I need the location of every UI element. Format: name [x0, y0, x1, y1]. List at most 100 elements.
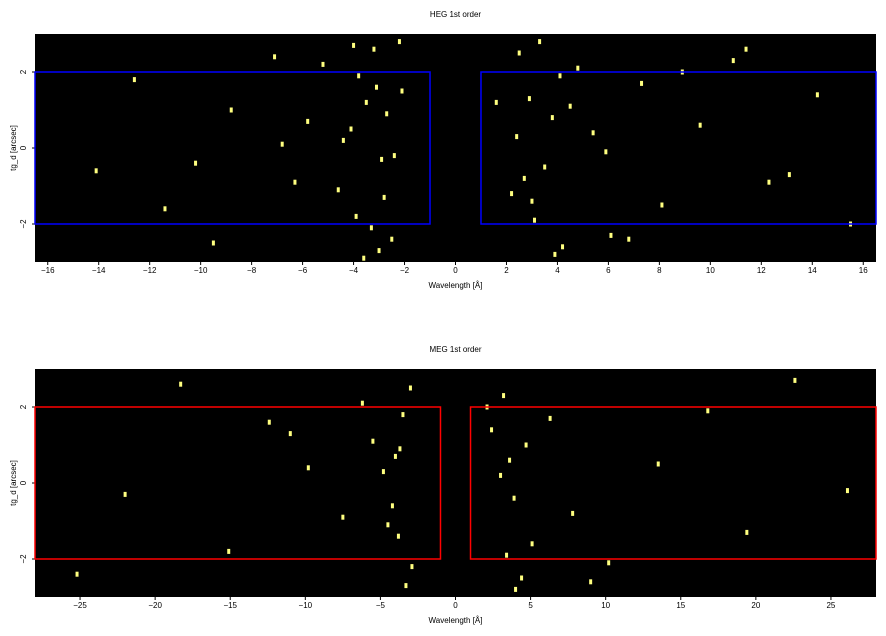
event — [179, 381, 183, 387]
x-tick-label: −25 — [73, 601, 87, 610]
event — [530, 541, 534, 547]
x-axis-label: Wavelength [Å] — [429, 281, 483, 290]
event — [396, 533, 400, 539]
event — [609, 232, 613, 238]
event — [527, 96, 531, 102]
event — [362, 255, 366, 261]
event — [533, 217, 537, 223]
event — [380, 156, 384, 162]
event — [385, 111, 389, 117]
event — [640, 80, 644, 86]
event — [369, 225, 373, 231]
chart-title: MEG 1st order — [429, 345, 481, 354]
x-tick-label: −14 — [92, 266, 106, 275]
event — [341, 137, 345, 143]
x-tick-label: 0 — [453, 601, 458, 610]
event — [377, 248, 381, 254]
region-box — [34, 71, 431, 225]
event — [520, 575, 524, 581]
x-tick-label: −10 — [194, 266, 208, 275]
x-tick-label: 5 — [528, 601, 533, 610]
x-tick-label: −2 — [400, 266, 410, 275]
event — [627, 236, 631, 242]
x-tick-label: 6 — [606, 266, 611, 275]
event — [341, 514, 345, 520]
event — [123, 491, 127, 497]
event — [607, 560, 611, 566]
region-box — [480, 71, 877, 225]
event — [293, 179, 297, 185]
event — [604, 149, 608, 155]
event — [514, 586, 518, 592]
event — [543, 164, 547, 170]
y-axis-label: tg_d [arcsec] — [9, 460, 18, 506]
event — [75, 571, 79, 577]
event — [94, 168, 98, 174]
event — [227, 548, 231, 554]
event — [321, 61, 325, 67]
event — [698, 122, 702, 128]
event — [364, 99, 368, 105]
event — [371, 438, 375, 444]
event — [499, 472, 503, 478]
event — [505, 552, 509, 558]
event — [589, 579, 593, 585]
event — [561, 244, 565, 250]
event — [522, 175, 526, 181]
y-tick-label: 2 — [19, 404, 28, 409]
y-tick-label: −2 — [19, 219, 28, 229]
x-axis-label: Wavelength [Å] — [429, 616, 483, 625]
event — [393, 453, 397, 459]
event — [524, 442, 528, 448]
region-box — [469, 406, 877, 560]
event — [550, 115, 554, 121]
event — [530, 198, 534, 204]
y-tick-label: −2 — [19, 554, 28, 564]
event — [398, 446, 402, 452]
plot-background — [35, 369, 876, 597]
event — [490, 427, 494, 433]
event — [194, 160, 198, 166]
x-tick-label: −15 — [223, 601, 237, 610]
event — [767, 179, 771, 185]
event — [360, 400, 364, 406]
event — [288, 431, 292, 437]
x-tick-label: −4 — [349, 266, 359, 275]
event — [374, 84, 378, 90]
event — [548, 415, 552, 421]
event — [372, 46, 376, 52]
x-tick-label: 4 — [555, 266, 560, 275]
event — [390, 236, 394, 242]
event — [706, 408, 710, 414]
event — [397, 39, 401, 45]
x-tick-label: 0 — [453, 266, 458, 275]
event — [508, 457, 512, 463]
event — [510, 191, 514, 197]
event — [845, 488, 849, 494]
event — [591, 130, 595, 136]
event — [229, 107, 233, 113]
event — [553, 251, 557, 257]
x-tick-label: −10 — [299, 601, 313, 610]
event — [306, 465, 310, 471]
event — [163, 206, 167, 212]
x-tick-label: 20 — [751, 601, 760, 610]
y-tick-label: 0 — [19, 480, 28, 485]
x-tick-label: 12 — [757, 266, 766, 275]
x-tick-label: −8 — [247, 266, 257, 275]
x-tick-label: −6 — [298, 266, 308, 275]
event — [660, 202, 664, 208]
event — [517, 50, 521, 56]
x-tick-label: −20 — [148, 601, 162, 610]
event — [349, 126, 353, 132]
event — [744, 46, 748, 52]
event — [656, 461, 660, 467]
event — [354, 213, 358, 219]
event — [401, 412, 405, 418]
event — [815, 92, 819, 98]
event — [793, 377, 797, 383]
x-tick-label: 10 — [706, 266, 715, 275]
x-tick-label: 10 — [601, 601, 610, 610]
event — [745, 529, 749, 535]
